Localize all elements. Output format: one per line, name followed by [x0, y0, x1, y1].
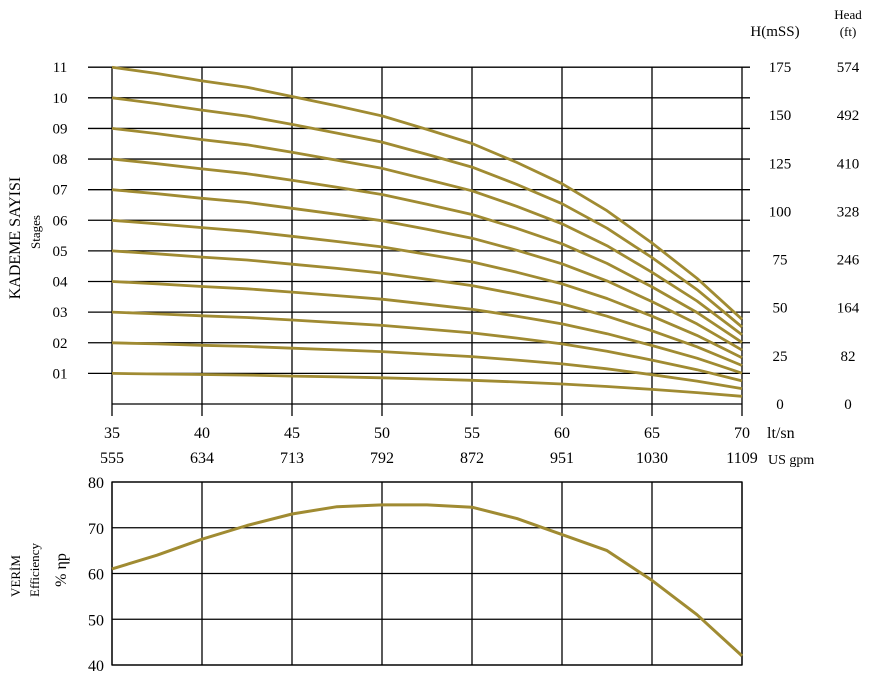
stage-curve-03	[111, 310, 743, 383]
head-ft-tick-label: 0	[844, 397, 852, 413]
flow-tick-label-primary: 40	[194, 425, 210, 442]
flow-tick-label-primary: 45	[284, 425, 300, 442]
stage-curve-06	[111, 218, 743, 360]
head-m-tick-label: 25	[773, 349, 788, 365]
flow-tick-label-secondary: 1030	[636, 450, 668, 467]
head-ft-tick-label: 164	[837, 301, 860, 317]
stage-label: 10	[53, 91, 68, 107]
chart-labels: 01 02 03 04 05 06 07 08 09 10 11 0 0 25 82 50 164 75 246 10…	[53, 60, 860, 675]
flow-tick-label-secondary: 872	[460, 450, 484, 467]
efficiency-tick-label: 50	[88, 612, 104, 629]
flow-tick-label-secondary: 555	[100, 450, 124, 467]
stage-label: 06	[53, 213, 69, 229]
head-m-tick-label: 100	[769, 204, 792, 220]
stage-label: 03	[53, 305, 68, 321]
stage-curve-09	[111, 127, 743, 336]
head-ft-axis-title: Head	[834, 7, 862, 22]
stage-label: 07	[53, 183, 69, 199]
stage-label: 11	[53, 60, 67, 76]
stage-curve-11	[111, 65, 743, 321]
stage-label: 05	[53, 244, 68, 260]
stage-curve-08	[111, 157, 743, 344]
flow-tick-label-primary: 70	[734, 425, 750, 442]
head-m-tick-label: 175	[769, 60, 792, 76]
flow-unit-primary: lt/sn	[767, 425, 795, 442]
head-ft-axis-unit: (ft)	[840, 24, 857, 39]
flow-tick-label-primary: 50	[374, 425, 390, 442]
efficiency-axis-unit: % ηp	[53, 553, 70, 587]
stage-label: 01	[53, 366, 68, 382]
efficiency-tick-label: 80	[88, 475, 104, 492]
flow-tick-label-secondary: 1109	[726, 450, 757, 467]
head-m-tick-label: 75	[773, 253, 788, 269]
stage-curve-07	[111, 188, 743, 352]
efficiency-axis-title: VERİM	[8, 555, 23, 597]
flow-tick-label-secondary: 634	[190, 450, 214, 467]
efficiency-axis-subtitle: Efficiency	[27, 543, 42, 597]
stages-axis-title: KADEME SAYISI	[7, 177, 24, 300]
efficiency-chart-grid	[111, 481, 743, 666]
head-ft-tick-label: 574	[837, 60, 860, 76]
flow-tick-label-secondary: 792	[370, 450, 394, 467]
flow-tick-label-primary: 65	[644, 425, 660, 442]
flow-tick-label-primary: 35	[104, 425, 120, 442]
flow-tick-label-primary: 55	[464, 425, 480, 442]
stage-curve-04	[111, 280, 743, 375]
flow-unit-secondary: US gpm	[768, 453, 814, 468]
head-ft-tick-label: 410	[837, 156, 860, 172]
head-ft-tick-label: 82	[841, 349, 856, 365]
efficiency-tick-label: 70	[88, 521, 104, 538]
efficiency-curve	[111, 503, 744, 658]
flow-tick-label-secondary: 713	[280, 450, 304, 467]
stage-curve-01	[111, 372, 743, 398]
efficiency-tick-label: 40	[88, 658, 104, 675]
flow-tick-label-primary: 60	[554, 425, 570, 442]
head-ft-tick-label: 246	[837, 253, 860, 269]
head-curves	[111, 65, 743, 398]
stage-label: 04	[53, 275, 69, 291]
stage-curve-05	[111, 249, 743, 367]
efficiency-line	[111, 503, 744, 658]
head-m-tick-label: 50	[773, 301, 788, 317]
head-m-tick-label: 150	[769, 108, 792, 124]
head-m-tick-label: 0	[776, 397, 784, 413]
flow-tick-label-secondary: 951	[550, 450, 574, 467]
stage-label: 08	[53, 152, 68, 168]
head-ft-tick-label: 328	[837, 204, 860, 220]
stage-curve-02	[111, 341, 743, 390]
stage-label: 09	[53, 121, 68, 137]
stages-axis-subtitle: Stages	[28, 215, 43, 249]
head-m-tick-label: 125	[769, 156, 792, 172]
head-m-axis-title: H(mSS)	[750, 24, 799, 40]
stage-curve-10	[111, 96, 743, 329]
efficiency-tick-label: 60	[88, 567, 104, 584]
stage-label: 02	[53, 336, 68, 352]
head-ft-tick-label: 492	[837, 108, 860, 124]
